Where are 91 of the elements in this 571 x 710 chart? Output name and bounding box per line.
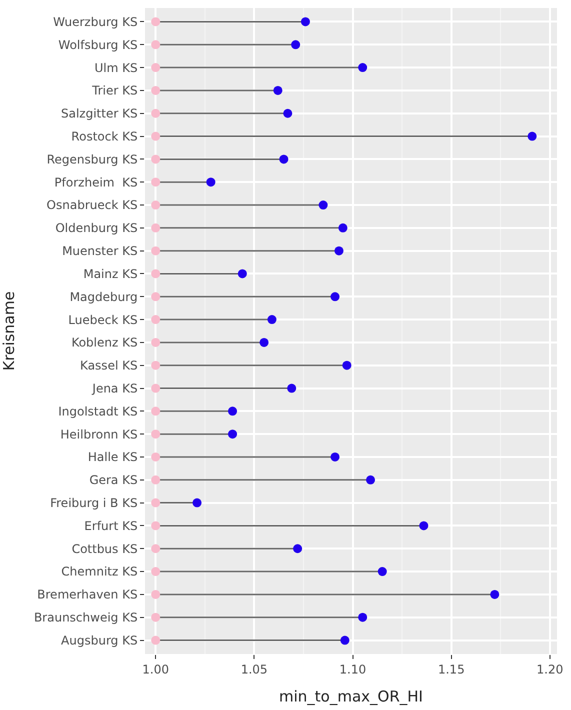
y-tick-label: Heilbronn KS [60,427,138,442]
y-tick-label: Ingolstadt KS [58,404,138,418]
point [318,200,328,210]
point [151,567,160,576]
point [238,269,247,278]
y-tick-label: Salzgitter KS [61,106,138,121]
point [338,223,348,232]
point [151,636,160,645]
point [151,590,160,599]
point [151,384,160,393]
point [300,17,310,26]
point [151,223,160,232]
y-tick-label: Erfurt KS [84,518,138,533]
point [260,338,269,347]
point [192,498,202,508]
y-tick-label: Wuerzburg KS [53,14,138,29]
point [151,475,160,484]
y-tick-label: Kassel KS [80,358,138,373]
x-tick-label: 1.10 [339,662,366,676]
y-tick-label: Augsburg KS [61,633,138,648]
y-tick-label: Cottbus KS [72,542,138,556]
point [151,269,160,278]
point [151,498,160,508]
x-tick-label: 1.20 [536,662,564,676]
y-tick-label: Bremerhaven KS [37,588,138,602]
y-tick-label: Halle KS [88,450,138,464]
point [358,612,368,622]
point [366,475,376,484]
y-tick-label: Wolfsburg KS [58,38,138,52]
point [151,17,160,26]
y-tick-label: Koblenz KS [71,336,138,350]
point [151,612,160,622]
x-tick-label: 1.05 [240,662,268,676]
point [228,430,238,439]
y-tick-label: Oldenburg KS [55,221,138,236]
point [206,178,216,187]
y-tick-label: Jena KS [91,381,138,396]
y-tick-label: Regensburg KS [46,152,138,166]
y-tick-label: Osnabrueck KS [46,198,138,212]
point [490,590,500,599]
point [330,292,340,302]
point [151,108,160,118]
point [151,292,160,302]
point [151,63,160,72]
point [419,521,428,530]
point [291,40,300,50]
point [228,406,238,416]
y-axis-title: Kreisname [0,291,18,371]
point [151,200,160,210]
y-tick-label: Trier KS [91,84,138,98]
y-tick-label: Magdeburg [70,290,138,304]
point [267,315,276,324]
x-tick-label: 1.15 [438,662,465,676]
x-axis-title: min_to_max_OR_HI [279,687,423,706]
point [279,154,288,164]
y-tick-label: Braunschweig KS [34,610,138,625]
point [151,544,160,554]
point [151,154,160,164]
y-tick-label: Chemnitz KS [61,564,138,579]
point [151,521,160,530]
point [151,338,160,347]
y-tick-label: Luebeck KS [68,312,138,327]
point [340,636,350,645]
point [358,63,368,72]
point [151,86,160,95]
point [330,452,340,462]
y-tick-label: Ulm KS [94,60,138,75]
point [293,544,302,554]
y-tick-label: Rostock KS [71,129,138,144]
point [151,452,160,462]
point [342,360,352,370]
point [273,86,282,95]
point [151,40,160,50]
x-tick-label: 1.00 [142,662,169,676]
point [151,406,160,416]
point [528,132,537,141]
point [151,246,160,256]
y-tick-label: Muenster KS [62,244,138,258]
y-tick-label: Pforzheim KS [54,175,138,190]
point [151,360,160,370]
y-tick-label: Gera KS [89,473,138,488]
point [334,246,344,256]
point [151,315,160,324]
point [151,132,160,141]
y-tick-label: Freiburg i B KS [50,496,138,510]
y-tick-label: Mainz KS [83,266,138,281]
point [378,567,387,576]
point [287,384,296,393]
point [151,430,160,439]
point [151,178,160,187]
point [283,108,292,118]
